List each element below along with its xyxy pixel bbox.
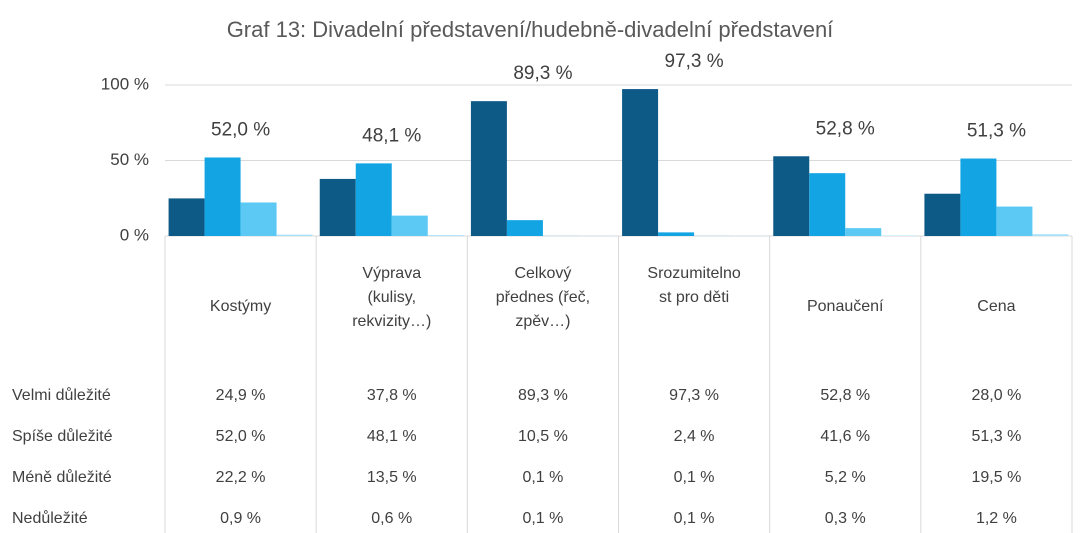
y-tick-label: 100 % — [101, 74, 149, 93]
x-tick-label: Cena — [977, 298, 1016, 315]
bar — [1032, 234, 1069, 236]
table-cell: 0,1 % — [674, 510, 715, 527]
bar — [773, 156, 810, 236]
bar — [809, 173, 846, 236]
table-cell: 28,0 % — [972, 387, 1022, 404]
data-label: 52,0 % — [211, 119, 270, 140]
x-tick-label: Výprava (kulisy, rekvizity…) — [352, 265, 432, 330]
table-cell: 5,2 % — [825, 469, 866, 486]
table-cell: 2,4 % — [674, 428, 715, 445]
table-cell: 19,5 % — [972, 469, 1022, 486]
data-label: 52,8 % — [816, 118, 875, 139]
table-cell: 48,1 % — [367, 428, 417, 445]
series-name: Nedůležité — [12, 509, 88, 527]
y-tick-label: 50 % — [110, 150, 149, 169]
series-name: Méně důležité — [12, 468, 112, 486]
bar — [996, 206, 1033, 236]
table-cell: 22,2 % — [216, 469, 266, 486]
series-name: Velmi důležité — [12, 386, 111, 404]
chart-title: Graf 13: Divadelní představení/hudebně-d… — [227, 17, 834, 42]
bar — [960, 158, 997, 236]
bar — [319, 178, 356, 236]
bar — [240, 202, 277, 236]
bar — [427, 235, 464, 236]
x-tick-label: Ponaučení — [806, 298, 884, 315]
table-cell: 51,3 % — [972, 428, 1022, 445]
data-label: 97,3 % — [665, 51, 724, 72]
x-tick-label: Celkový přednes (řeč, zpěv…) — [495, 265, 591, 330]
x-tick-label: Srozumitelnost pro děti — [647, 265, 741, 306]
x-tick-label: Kostýmy — [209, 298, 272, 315]
table-cell: 0,1 % — [522, 510, 563, 527]
table-cell: 0,6 % — [371, 510, 412, 527]
bar — [506, 220, 543, 236]
bar — [470, 101, 507, 236]
table-cell: 37,8 % — [367, 387, 417, 404]
bar — [355, 163, 392, 236]
data-label: 51,3 % — [967, 121, 1026, 142]
table-cell: 1,2 % — [976, 510, 1017, 527]
table-cell: 0,3 % — [825, 510, 866, 527]
bar — [276, 234, 313, 236]
table-cell: 89,3 % — [518, 387, 568, 404]
bar — [924, 193, 961, 236]
bar — [204, 157, 241, 236]
y-tick-label: 0 % — [120, 225, 149, 244]
table-cell: 10,5 % — [518, 428, 568, 445]
table-cell: 24,9 % — [216, 387, 266, 404]
table-cell: 97,3 % — [669, 387, 719, 404]
table-cell: 0,1 % — [674, 469, 715, 486]
table-cell: 41,6 % — [820, 428, 870, 445]
bar — [658, 232, 695, 236]
table-cell: 52,0 % — [216, 428, 266, 445]
table-cell: 0,1 % — [522, 469, 563, 486]
bar — [168, 198, 205, 236]
data-label: 48,1 % — [362, 125, 421, 146]
bar — [622, 89, 659, 237]
bar — [845, 228, 882, 236]
bar — [391, 215, 428, 236]
table-cell: 0,9 % — [220, 510, 261, 527]
data-label: 89,3 % — [513, 63, 572, 84]
series-name: Spíše důležité — [12, 427, 113, 445]
table-cell: 52,8 % — [820, 387, 870, 404]
table-cell: 13,5 % — [367, 469, 417, 486]
